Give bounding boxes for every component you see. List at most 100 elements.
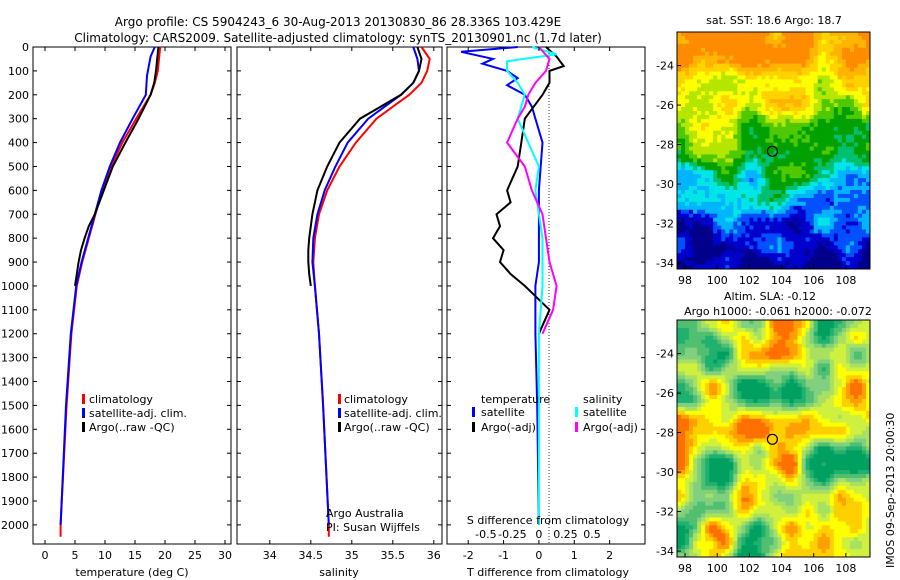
sst-cell [677, 99, 682, 104]
sla-cell [705, 339, 710, 345]
sla-cell [809, 351, 815, 356]
sst-cell [737, 51, 742, 57]
sst-cell [809, 209, 815, 215]
sla-cell [761, 323, 766, 329]
sla-cell [801, 458, 807, 463]
sla-cell [757, 430, 762, 435]
sla-cell [745, 430, 750, 435]
sst-cell [853, 51, 859, 57]
sla-cell [681, 434, 686, 439]
sla-cell [857, 446, 863, 451]
sla-cell [737, 351, 742, 356]
sla-cell [821, 446, 827, 451]
sst-cell [789, 138, 794, 143]
sst-map-panel: sat. SST: 18.6 Argo: 18.7 98 100 102 104 106… [656, 14, 871, 287]
sst-cell [677, 170, 682, 175]
sla-cell [765, 363, 770, 368]
sst-cell [861, 103, 867, 108]
sst-cell [681, 75, 686, 80]
sla-cell [833, 422, 839, 428]
sst-cell [845, 217, 851, 222]
sla-heatmap [677, 320, 871, 558]
sla-cell [745, 371, 750, 376]
sst-cell [725, 174, 730, 179]
sst-cell [737, 257, 742, 262]
sst-cell [717, 67, 722, 72]
sla-cell [845, 375, 851, 380]
sst-cell [701, 71, 706, 76]
sst-cell [725, 182, 730, 187]
sst-cell [729, 162, 734, 167]
sst-cell [817, 249, 823, 254]
sla-cell [801, 446, 807, 451]
sst-cell [785, 35, 790, 41]
sst-cell [709, 154, 714, 159]
sla-cell [849, 454, 855, 459]
sst-cell [685, 126, 690, 132]
sst-cell [857, 63, 863, 68]
sst-cell [793, 51, 799, 57]
sla-cell [781, 355, 786, 360]
sst-cell [865, 67, 871, 72]
sst-cell [853, 87, 859, 92]
sla-cell [761, 410, 766, 416]
sla-cell [733, 430, 738, 435]
sla-cell [765, 327, 770, 333]
sla-cell [785, 359, 790, 364]
sst-cell [853, 146, 859, 151]
sst-cell [745, 221, 750, 226]
sla-cell [785, 402, 790, 408]
sst-cell [793, 111, 799, 116]
sst-cell [765, 237, 770, 242]
sst-cell [733, 166, 738, 171]
sst-cell [777, 150, 782, 155]
sla-cell [865, 351, 871, 356]
sst-cell [781, 253, 786, 258]
sst-cell [797, 158, 803, 163]
sst-cell [737, 237, 742, 242]
sst-cell [865, 107, 871, 112]
sla-cell [861, 375, 867, 380]
sla-cell [677, 343, 682, 349]
sla-cell [705, 323, 710, 329]
sst-cell [733, 245, 738, 250]
sst-cell [741, 122, 746, 128]
sst-cell [789, 99, 794, 104]
sst-cell [865, 205, 871, 211]
sla-cell [829, 418, 835, 424]
sla-cell [801, 422, 807, 428]
sla-cell [685, 375, 690, 380]
sst-cell [697, 67, 702, 72]
sla-cell [849, 406, 855, 412]
sla-cell [773, 450, 778, 455]
sst-cell [861, 237, 867, 242]
sst-cell [829, 75, 835, 80]
sst-cell [733, 253, 738, 258]
sst-cell [697, 174, 702, 179]
sla-cell [805, 351, 811, 356]
sst-cell [789, 63, 794, 68]
sst-cell [765, 79, 770, 84]
sst-cell [681, 166, 686, 171]
sst-cell [681, 241, 686, 246]
sla-cell [705, 406, 710, 412]
sla-cell [805, 454, 811, 459]
sst-cell [825, 103, 831, 108]
sst-cell [829, 154, 835, 159]
sst-cell [829, 158, 835, 163]
sst-cell [785, 134, 790, 140]
sst-cell [757, 118, 762, 124]
sst-cell [757, 154, 762, 159]
sla-cell [789, 331, 794, 337]
sla-cell [733, 379, 738, 384]
sla-cell [857, 430, 863, 435]
sst-cell [681, 111, 686, 116]
sst-cell [837, 43, 843, 49]
sla-cell [701, 383, 706, 388]
sst-cell [781, 95, 786, 100]
sst-cell [833, 122, 839, 128]
sst-cell [725, 261, 730, 266]
sst-cell [757, 229, 762, 234]
sst-cell [757, 91, 762, 96]
sla-cell [769, 450, 774, 455]
